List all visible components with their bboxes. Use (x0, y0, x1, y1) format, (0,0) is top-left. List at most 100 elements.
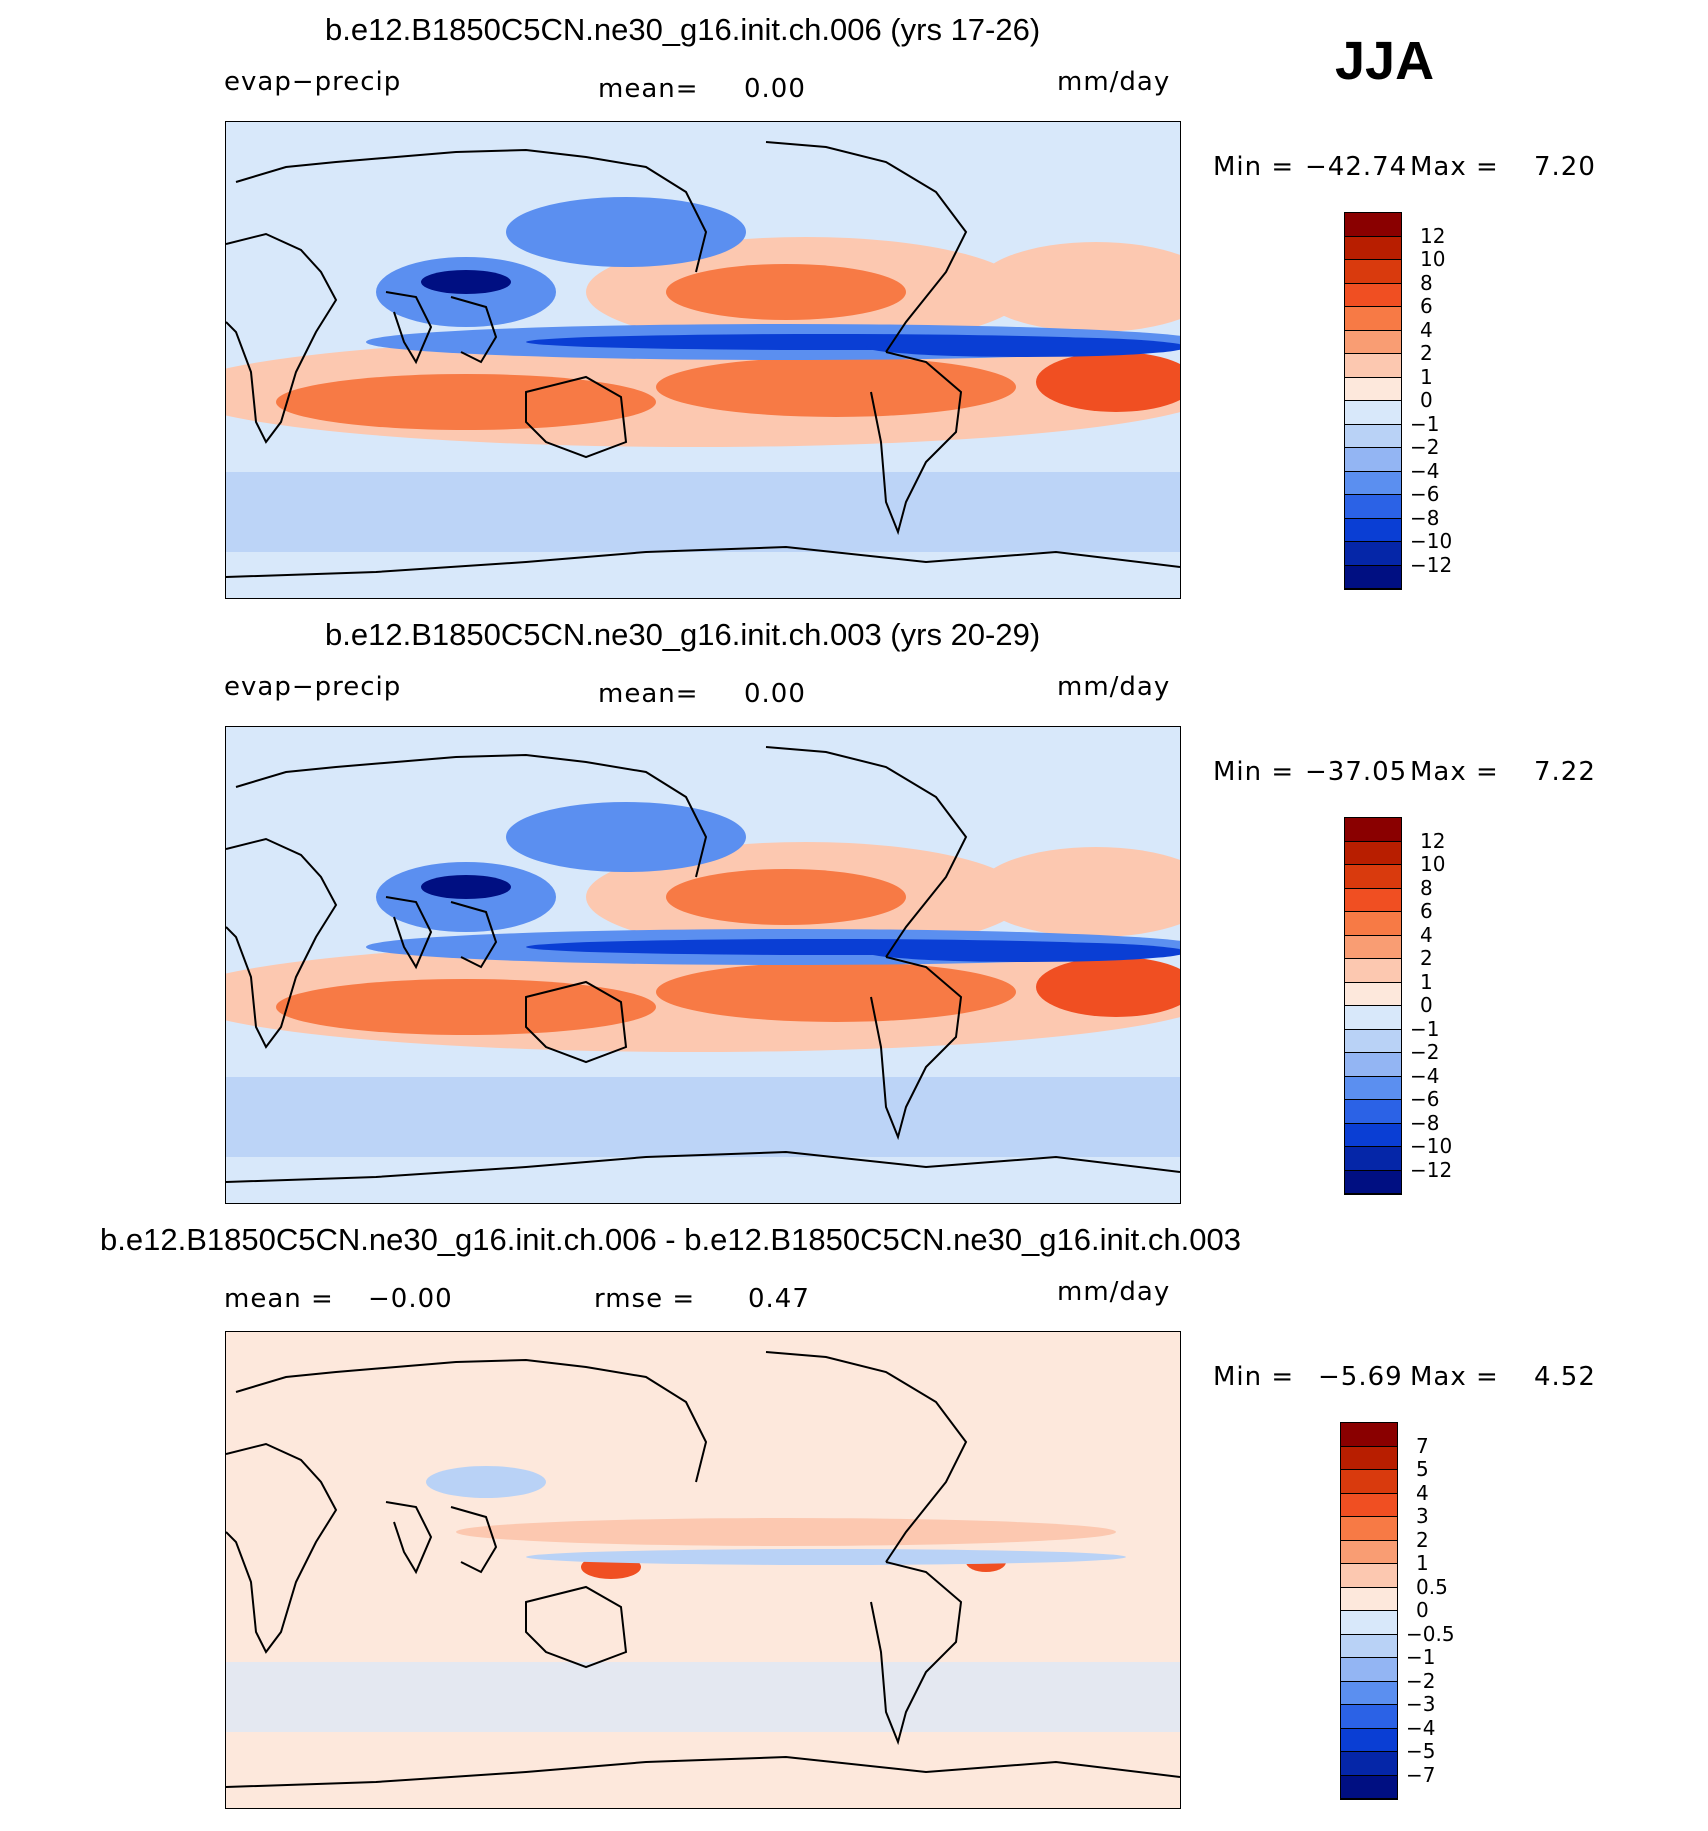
colorbar-tick-label: −6 (1410, 1087, 1440, 1111)
colorbar-tick-label: 10 (1420, 247, 1446, 271)
coastline (226, 1150, 1180, 1183)
panel-1-units: mm/day (1057, 67, 1171, 97)
panel-3-units: mm/day (1057, 1277, 1171, 1307)
coastline (450, 901, 498, 969)
coastline (870, 956, 963, 1141)
asia-difference-negative (426, 1466, 546, 1498)
colorbar-cell (1341, 1517, 1397, 1541)
colorbar-cell (1341, 1752, 1397, 1776)
southern-ocean-negative (226, 1077, 1180, 1157)
colorbar-cell (1345, 354, 1401, 378)
colorbar-tick-label: 1 (1420, 969, 1433, 994)
north-pacific-storm-negative (506, 197, 746, 267)
colorbar-cell (1345, 377, 1401, 401)
coastline (525, 375, 628, 459)
colorbar-tick-label: 8 (1420, 270, 1433, 295)
panel-3-title: b.e12.B1850C5CN.ne30_g16.init.ch.006 - b… (100, 1222, 1241, 1257)
colorbar-cell (1345, 448, 1401, 472)
coastline (525, 1585, 628, 1669)
coastline (226, 1755, 1180, 1788)
coastline (870, 351, 963, 536)
coastline (765, 141, 968, 353)
colorbar-cell (1341, 1564, 1397, 1588)
south-atlantic-positive (1036, 957, 1180, 1017)
panel-3-rmse-label: rmse = (594, 1284, 696, 1314)
colorbar-tick-label: 0 (1420, 388, 1433, 412)
panel-3-min-label: Min = (1213, 1362, 1295, 1392)
colorbar-tick-label: 3 (1416, 1504, 1429, 1528)
coastline (765, 1351, 968, 1563)
panel-2-mean-label: mean= (598, 679, 699, 709)
south-pacific-positive (656, 962, 1016, 1022)
panel-1-min-label: Min = (1213, 152, 1295, 182)
colorbar-cell (1345, 1100, 1401, 1124)
colorbar-cell (1345, 401, 1401, 425)
colorbar-cell (1345, 213, 1401, 237)
southern-ocean-negative (226, 472, 1180, 552)
panel-1-title: b.e12.B1850C5CN.ne30_g16.init.ch.006 (yr… (325, 12, 1041, 47)
colorbar-tick-label: −5 (1406, 1739, 1436, 1763)
colorbar-tick-label: −12 (1410, 552, 1453, 577)
pacific-difference-positive (456, 1518, 1116, 1546)
colorbar-tick-label: −4 (1406, 1715, 1436, 1740)
panel-2-mean-value: 0.00 (744, 679, 806, 709)
panel-3-field (226, 1332, 1180, 1808)
colorbar-cell (1341, 1446, 1397, 1470)
colorbar-cell (1345, 236, 1401, 260)
colorbar-cell (1345, 959, 1401, 983)
panel-3-mean-label: mean = (224, 1284, 334, 1314)
panel-1-min-value: −42.74 (1305, 152, 1408, 182)
panel-3-min-value: −5.69 (1318, 1362, 1403, 1392)
north-atlantic-positive (976, 847, 1180, 937)
colorbar-cell (1345, 471, 1401, 495)
colorbar-cell (1341, 1587, 1397, 1611)
colorbar-cell (1341, 1493, 1397, 1517)
colorbar-cell (1345, 330, 1401, 354)
panel-2-max-label: Max = (1410, 757, 1499, 787)
colorbar-tick-label: 1 (1420, 364, 1433, 389)
colorbar-cell (1341, 1705, 1397, 1729)
colorbar-tick-label: −2 (1406, 1668, 1436, 1693)
colorbar-cell (1345, 841, 1401, 865)
panel-2-title: b.e12.B1850C5CN.ne30_g16.init.ch.003 (yr… (325, 617, 1041, 652)
asian-monsoon-core (421, 875, 511, 899)
colorbar-tick-label: 2 (1420, 946, 1433, 970)
panel-3-max-value: 4.52 (1534, 1362, 1596, 1392)
colorbar-tick-label: 6 (1420, 899, 1433, 923)
colorbar-cell (1341, 1611, 1397, 1635)
colorbar-cell (1345, 495, 1401, 519)
atlantic-itcz-negative (866, 337, 1180, 357)
colorbar-tick-label: −6 (1410, 482, 1440, 506)
panel-2-max-value: 7.22 (1534, 757, 1596, 787)
colorbar-cell (1341, 1681, 1397, 1705)
indian-ocean-positive (276, 374, 656, 430)
colorbar-tick-label: 0 (1420, 993, 1433, 1017)
colorbar-cell (1345, 518, 1401, 542)
panel-1-colorbar (1344, 212, 1402, 590)
colorbar-cell (1345, 865, 1401, 889)
colorbar-tick-label: 8 (1420, 875, 1433, 900)
colorbar-tick-label: 4 (1416, 1480, 1429, 1505)
colorbar-tick-label: 6 (1420, 294, 1433, 318)
colorbar-cell (1345, 935, 1401, 959)
colorbar-tick-label: −2 (1410, 435, 1440, 459)
colorbar-cell (1345, 1147, 1401, 1171)
colorbar-tick-label: 1 (1416, 1551, 1429, 1575)
colorbar-cell (1345, 283, 1401, 307)
panel-2-min-value: −37.05 (1305, 757, 1408, 787)
colorbar-tick-label: 2 (1416, 1527, 1429, 1552)
north-pacific-positive-core (666, 264, 906, 320)
coastline (385, 1501, 433, 1575)
panel-3-mean-value: −0.00 (368, 1284, 453, 1314)
panel-3-map (225, 1331, 1181, 1809)
panel-2-units: mm/day (1057, 672, 1171, 702)
colorbar-tick-label: −8 (1410, 505, 1440, 530)
colorbar-cell (1341, 1775, 1397, 1799)
colorbar-tick-label: −4 (1410, 458, 1440, 483)
colorbar-cell (1345, 542, 1401, 566)
panel-1-map (225, 121, 1181, 599)
colorbar-cell (1341, 1423, 1397, 1447)
colorbar-tick-label: 0.5 (1416, 1574, 1448, 1599)
season-label: JJA (1335, 31, 1435, 91)
coastline (525, 980, 628, 1064)
